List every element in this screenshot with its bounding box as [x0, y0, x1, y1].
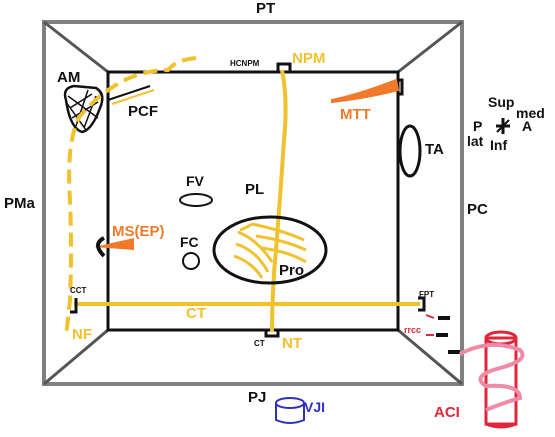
label-ct-small: CT — [254, 339, 265, 348]
label-sup: Sup — [488, 94, 515, 110]
label-ta: TA — [425, 141, 444, 158]
ta-oval — [398, 124, 422, 178]
hcnpm-knob — [276, 62, 292, 72]
label-lat: lat — [467, 133, 484, 149]
rrcc-marks — [425, 314, 460, 354]
label-med: med — [516, 105, 545, 121]
label-pj: PJ — [248, 389, 267, 406]
label-p: P — [473, 118, 483, 134]
label-pt: PT — [256, 0, 276, 17]
label-fpt: FPT — [419, 290, 435, 299]
label-pcf: PCF — [128, 103, 158, 120]
corner-line-bottom-left — [43, 328, 109, 386]
label-rrcc: rrcc — [404, 325, 422, 335]
label-fc: FC — [180, 234, 199, 250]
label-ms-ep: MS(EP) — [112, 223, 165, 240]
label-inf: Inf — [490, 137, 508, 153]
ampulla-shape — [63, 84, 104, 134]
label-pro: Pro — [279, 262, 305, 279]
ms-ep-attachment — [96, 236, 106, 258]
inner-box — [106, 70, 400, 332]
label-pl: PL — [245, 181, 265, 198]
fv-oval — [179, 193, 213, 207]
pcf-line-black — [107, 85, 151, 101]
label-cct: CCT — [70, 286, 87, 295]
label-aci: ACI — [434, 404, 460, 421]
label-nf: NF — [72, 326, 92, 343]
label-vji: VJI — [304, 399, 326, 415]
mtt-attachment — [398, 78, 404, 96]
label-fv: FV — [186, 173, 204, 189]
pro-ellipse — [212, 215, 328, 285]
corner-line-bottom-right — [397, 328, 463, 386]
label-a: A — [522, 118, 533, 134]
label-npm: NPM — [292, 50, 326, 67]
outer-frame — [42, 20, 464, 386]
label-am: AM — [57, 69, 81, 86]
label-pc: PC — [467, 201, 488, 218]
label-mtt: MTT — [340, 106, 371, 123]
cct-knob — [70, 298, 78, 314]
mtt-muscle — [331, 78, 400, 104]
fc-circle — [182, 252, 200, 270]
nerve-vertical-pl — [270, 69, 288, 333]
fpt-knob — [418, 296, 426, 312]
nt-knob — [264, 330, 280, 338]
label-ct: CT — [186, 305, 206, 322]
pcf-line-yellow — [111, 89, 155, 105]
label-hcnpm: HCNPM — [230, 59, 260, 68]
aci-artery — [459, 330, 525, 429]
corner-line-top-left — [43, 20, 109, 74]
label-pma: PMa — [4, 195, 35, 212]
corner-line-top-right — [397, 20, 463, 74]
label-nt: NT — [282, 335, 302, 352]
nerve-dashed-left — [64, 56, 197, 337]
vji-vein — [275, 397, 305, 424]
tympanic-plexus — [233, 222, 307, 279]
orientation-compass — [496, 118, 510, 134]
ms-ep-muscle — [94, 238, 134, 250]
